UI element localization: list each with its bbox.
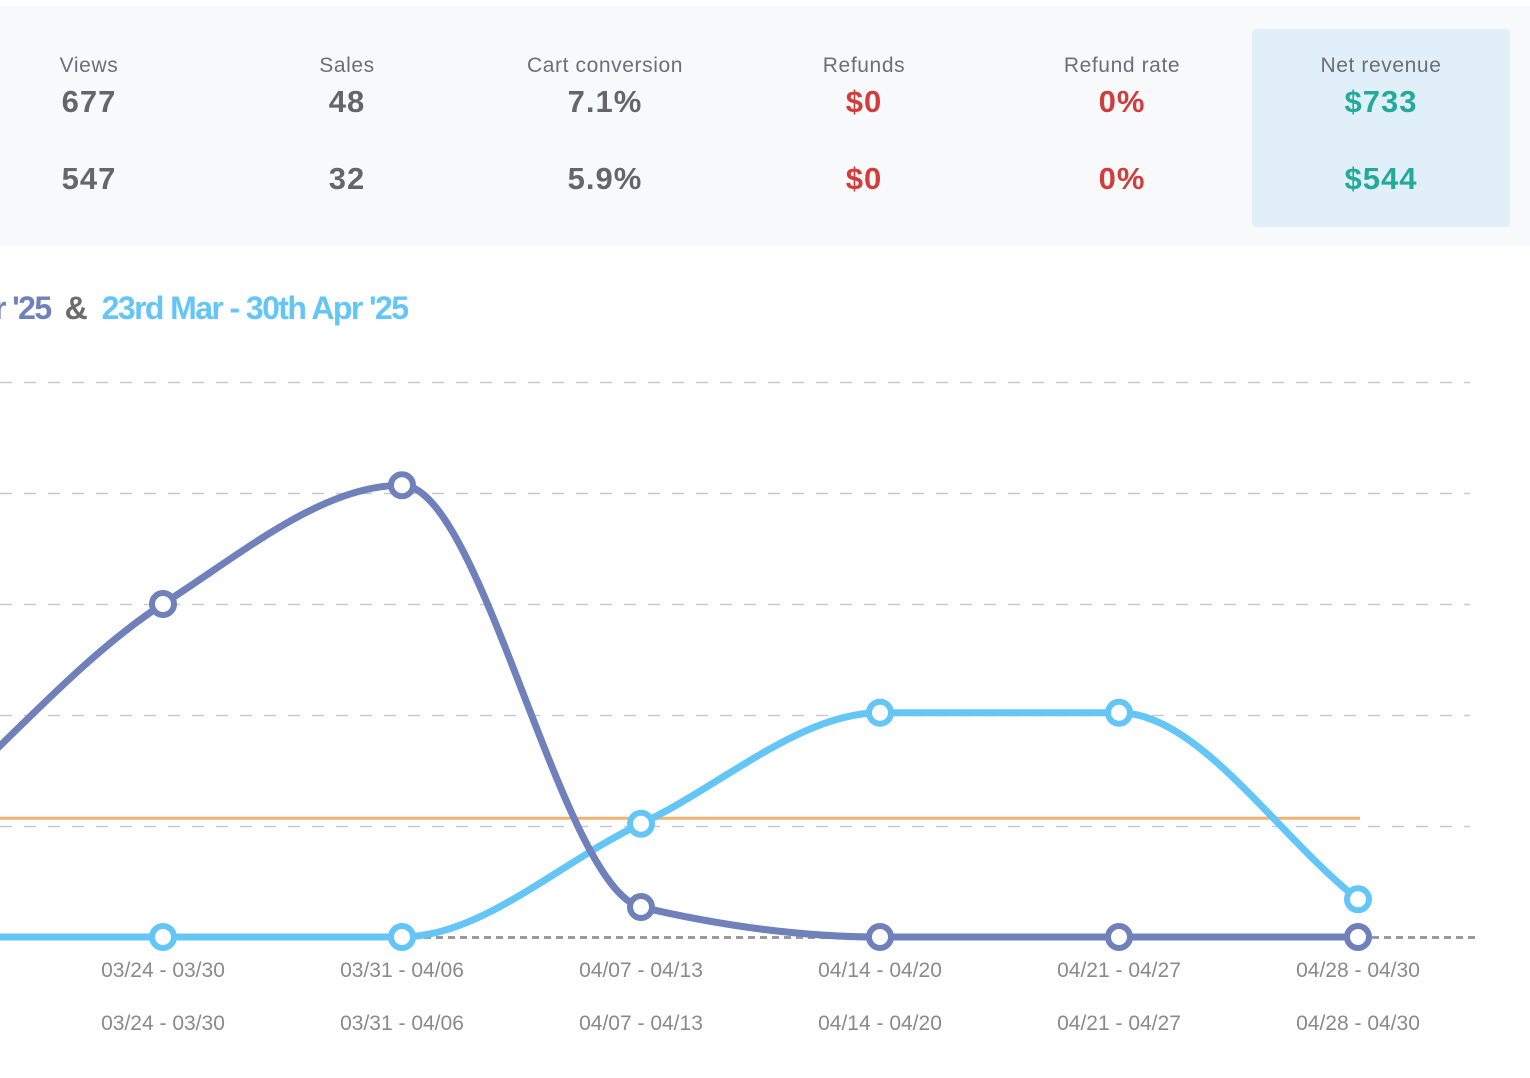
x-tick-label-comparison: 04/21 - 04/27	[1057, 1012, 1181, 1035]
stat-label: Refund rate	[1063, 54, 1181, 77]
data-point	[1344, 923, 1372, 951]
x-tick-label-comparison: 03/24 - 03/30	[101, 1012, 225, 1035]
data-point	[627, 809, 655, 838]
data-point	[1105, 923, 1133, 951]
range-separator: &	[64, 290, 88, 326]
stat-label: Cart conversion	[526, 54, 684, 77]
x-tick-label: 04/14 - 04/20	[818, 959, 942, 982]
data-point	[1105, 698, 1133, 727]
data-point	[627, 893, 655, 922]
series-line-1	[0, 481, 1362, 941]
stat-current-value: 48	[328, 84, 366, 119]
data-point	[866, 923, 894, 951]
stat-previous-value: 32	[328, 161, 366, 196]
x-tick-label: 03/24 - 03/30	[101, 959, 225, 982]
stat-label: Refunds	[822, 54, 906, 77]
stat-current-value: 7.1%	[567, 84, 643, 119]
x-tick-label: 04/07 - 04/13	[579, 959, 703, 982]
stat-current-value: 0%	[1098, 84, 1146, 119]
x-tick-label: 03/31 - 04/06	[340, 959, 464, 982]
stat-current-value: 677	[61, 84, 117, 119]
data-point	[388, 471, 416, 500]
data-point	[149, 923, 177, 951]
stat-sales: Sales 48 32	[218, 6, 476, 246]
data-point	[1344, 885, 1372, 914]
x-tick-label: 04/21 - 04/27	[1057, 959, 1181, 982]
stat-previous-value: 0%	[1098, 161, 1146, 196]
stat-refund-rate: Refund rate 0% 0%	[993, 6, 1251, 246]
stat-current-value: $0	[845, 84, 883, 119]
stat-current-value: $733	[1344, 84, 1418, 119]
stat-cart-conversion: Cart conversion 7.1% 5.9%	[476, 6, 734, 246]
x-tick-label: 04/28 - 04/30	[1296, 959, 1420, 982]
data-point	[866, 698, 894, 727]
stat-previous-value: 5.9%	[567, 161, 643, 196]
stat-label: Views	[59, 54, 119, 77]
stat-label: Net revenue	[1320, 54, 1442, 77]
stat-previous-value: $0	[845, 161, 883, 196]
stat-views: Views 677 547	[0, 6, 218, 246]
comparison-range-label: 23rd Mar - 30th Apr '25	[101, 290, 409, 326]
x-tick-label-comparison: 04/14 - 04/20	[818, 1012, 942, 1035]
stat-label: Sales	[319, 54, 375, 77]
stat-refunds: Refunds $0 $0	[735, 6, 993, 246]
x-tick-label-comparison: 03/31 - 04/06	[340, 1012, 464, 1035]
x-tick-label-comparison: 04/07 - 04/13	[579, 1012, 703, 1035]
stat-net-revenue: Net revenue $733 $544	[1252, 29, 1510, 227]
stat-previous-value: $544	[1344, 161, 1418, 196]
series-line-2	[0, 709, 1362, 941]
data-point	[388, 923, 416, 951]
date-range-title: r '25&23rd Mar - 30th Apr '25	[0, 290, 409, 327]
data-point	[149, 590, 177, 618]
x-tick-label-comparison: 04/28 - 04/30	[1296, 1012, 1420, 1035]
primary-range-label: r '25	[0, 290, 52, 326]
stats-panel: Views 677 547 Sales 48 32 Cart conversion 7.1% 5…	[0, 6, 1530, 246]
stat-previous-value: 547	[61, 161, 117, 196]
